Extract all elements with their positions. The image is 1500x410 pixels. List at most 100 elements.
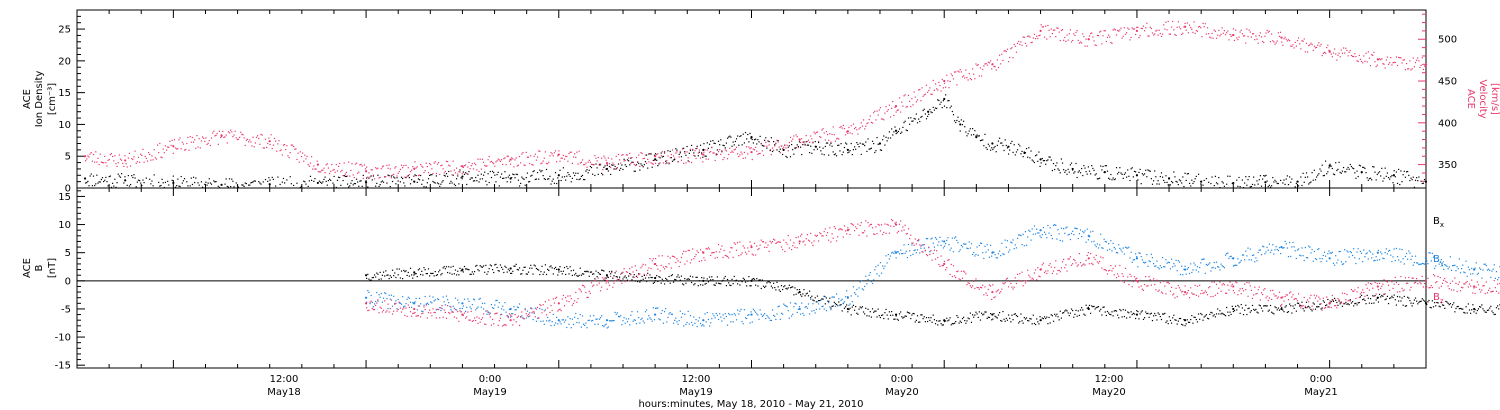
velocity-sample — [592, 163, 594, 166]
ion-density-sample — [708, 143, 711, 145]
velocity-sample — [1219, 35, 1221, 37]
ion-density-sample — [712, 140, 714, 142]
velocity-sample — [1242, 35, 1245, 37]
by-sample — [1357, 248, 1359, 250]
ion-density-sample — [1403, 170, 1405, 172]
ion-density-sample — [1078, 170, 1080, 172]
by-sample — [1146, 254, 1148, 256]
ion-density-sample — [761, 144, 763, 147]
by-sample — [507, 315, 509, 318]
ion-density-sample — [1168, 177, 1170, 179]
by-sample — [922, 244, 924, 246]
velocity-sample — [911, 98, 913, 100]
by-sample — [1105, 241, 1107, 243]
velocity-sample — [342, 175, 344, 177]
bx-sample — [522, 269, 524, 271]
velocity-sample — [650, 162, 652, 164]
velocity-sample — [1327, 44, 1329, 46]
bx-sample — [1449, 303, 1451, 305]
ion-density-sample — [973, 133, 975, 136]
bx-sample — [1009, 317, 1011, 319]
velocity-sample — [204, 140, 206, 143]
bx-sample — [778, 289, 780, 291]
by-sample — [901, 253, 903, 255]
by-sample — [551, 320, 553, 323]
ion-density-sample — [305, 183, 307, 185]
velocity-sample — [1217, 34, 1219, 36]
by-sample — [1346, 250, 1348, 252]
by-sample — [1142, 261, 1145, 263]
by-sample — [1114, 248, 1116, 250]
ion-density-sample — [259, 182, 261, 184]
ion-density-sample — [603, 166, 605, 169]
velocity-sample — [1360, 60, 1363, 62]
bz-sample — [553, 302, 556, 304]
ion-density-sample — [640, 163, 642, 165]
bz-sample — [468, 319, 470, 321]
velocity-sample — [439, 173, 441, 176]
by-sample — [1158, 268, 1160, 270]
bx-sample — [1088, 304, 1091, 307]
bx-sample — [1031, 323, 1033, 325]
velocity-sample — [154, 157, 156, 159]
bx-sample — [1232, 310, 1235, 313]
velocity-sample — [516, 165, 518, 167]
ion-density-sample — [1086, 173, 1088, 175]
ion-density-sample — [580, 175, 582, 178]
by-sample — [1023, 245, 1025, 247]
velocity-sample — [132, 158, 134, 161]
bx-sample — [1121, 316, 1123, 318]
ion-density-sample — [509, 181, 512, 183]
by-sample — [606, 327, 608, 329]
ion-density-sample — [194, 181, 196, 184]
by-sample — [1065, 227, 1067, 229]
velocity-sample — [1260, 36, 1263, 38]
bx-sample — [427, 268, 430, 270]
bx-sample — [707, 281, 710, 283]
ion-density-sample — [697, 155, 699, 157]
by-sample — [1054, 224, 1056, 226]
bx-sample — [1230, 313, 1232, 316]
bx-sample — [1197, 313, 1200, 315]
bx-sample — [848, 308, 850, 311]
ion-density-sample — [469, 178, 471, 180]
velocity-sample — [1281, 41, 1283, 43]
ion-density-sample — [1245, 176, 1247, 178]
ion-density-sample — [318, 180, 321, 182]
velocity-sample — [1068, 33, 1070, 35]
by-sample — [965, 243, 967, 245]
velocity-sample — [386, 164, 388, 167]
bz-series — [364, 219, 1500, 327]
bz-sample — [457, 311, 459, 313]
bz-sample — [509, 314, 512, 316]
ion-density-sample — [774, 144, 776, 146]
velocity-sample — [1110, 41, 1112, 44]
by-sample — [1364, 256, 1366, 258]
bx-sample — [604, 279, 606, 281]
velocity-sample — [834, 140, 837, 142]
bx-sample — [1476, 309, 1478, 312]
ion-density-sample — [929, 108, 931, 111]
by-sample — [1019, 234, 1021, 236]
velocity-sample — [424, 170, 426, 172]
velocity-sample — [1367, 51, 1369, 53]
by-sample — [643, 322, 645, 324]
velocity-sample — [1101, 43, 1103, 45]
velocity-sample — [351, 163, 353, 165]
by-sample — [472, 298, 475, 300]
by-sample — [567, 316, 569, 318]
velocity-sample — [884, 112, 886, 114]
by-sample — [998, 250, 1001, 252]
ion-density-sample — [788, 145, 790, 147]
ion-density-sample — [987, 143, 989, 145]
ion-density-sample — [1136, 174, 1138, 177]
velocity-sample — [447, 160, 449, 163]
bx-sample — [1094, 308, 1096, 310]
by-sample — [505, 311, 507, 313]
ion-density-sample — [1123, 173, 1125, 175]
velocity-sample — [349, 175, 351, 177]
bx-sample — [1048, 316, 1050, 319]
bz-sample — [411, 315, 413, 317]
ion-density-sample — [721, 151, 723, 153]
bz-sample — [467, 311, 469, 313]
